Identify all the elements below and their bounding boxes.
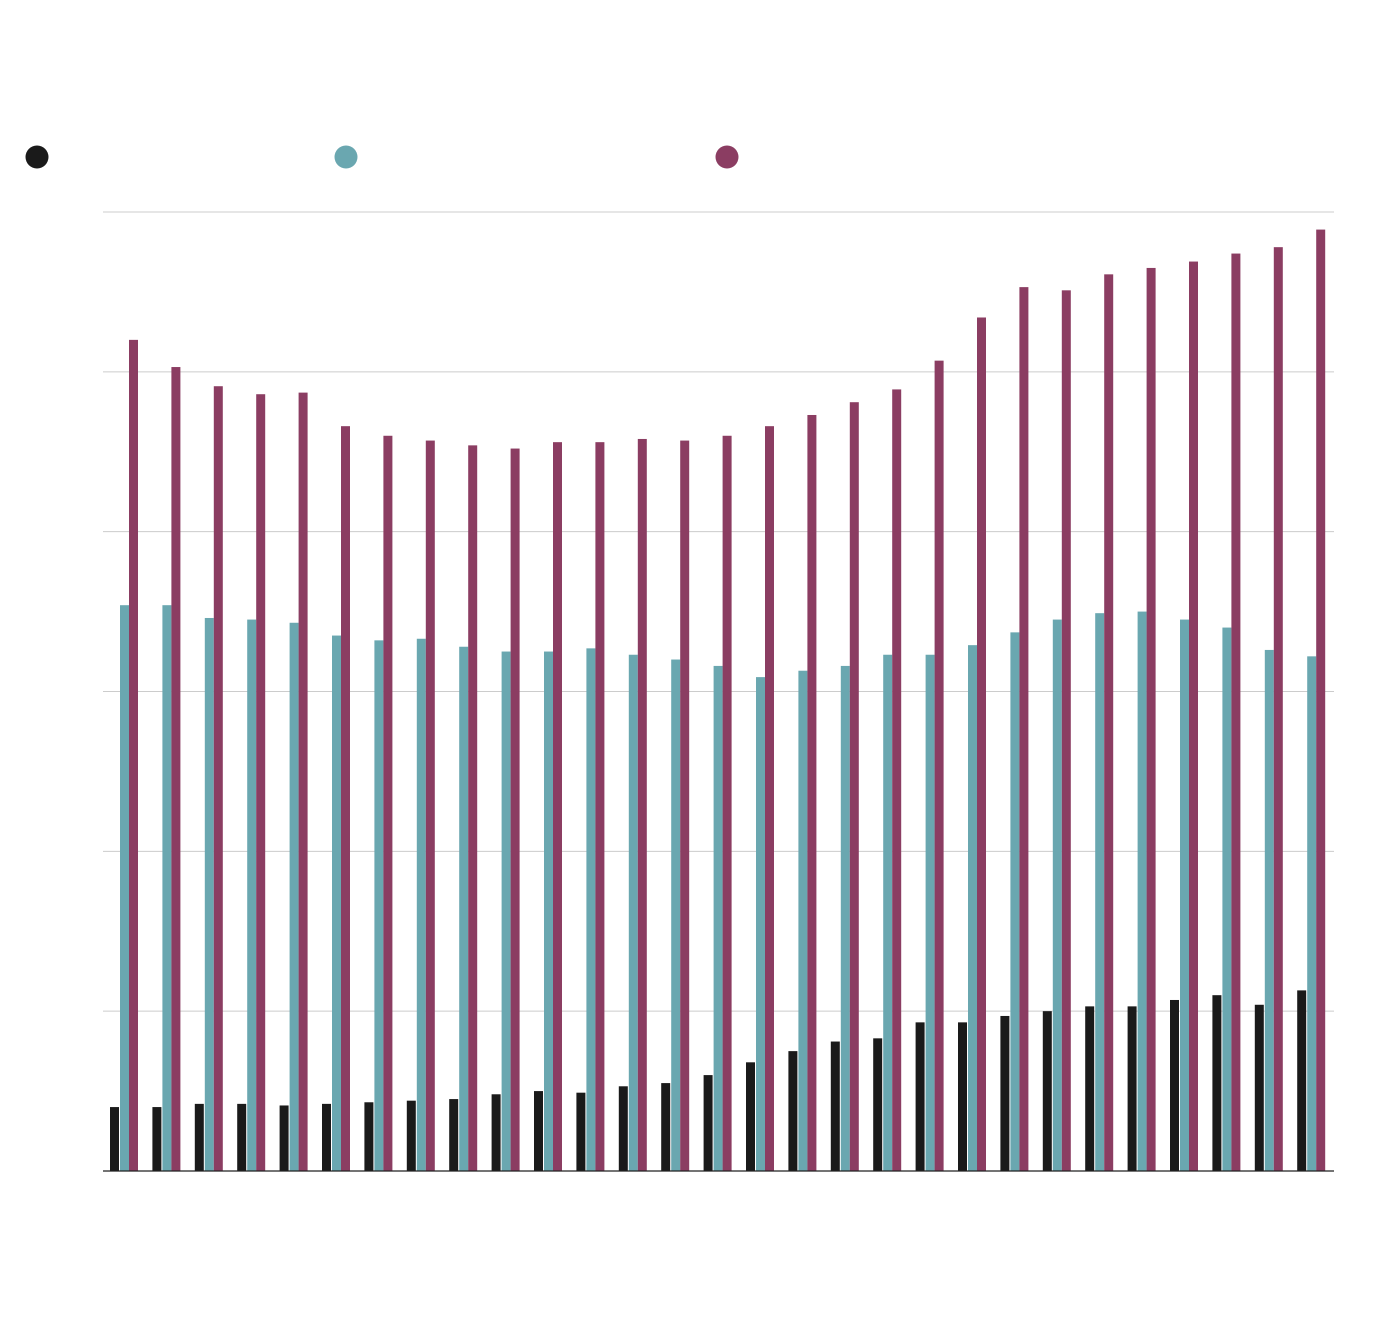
bar [576, 1092, 586, 1171]
bar [1000, 1015, 1010, 1171]
bar [162, 605, 172, 1171]
bar [915, 1022, 925, 1171]
bar [534, 1091, 543, 1171]
bar [1095, 613, 1105, 1171]
bar [840, 665, 850, 1171]
bar [1316, 229, 1326, 1171]
bar [1052, 619, 1062, 1171]
legend-marker [25, 145, 49, 169]
bar [1010, 632, 1020, 1171]
bar [1019, 287, 1029, 1171]
bar [934, 360, 944, 1171]
bar [637, 438, 647, 1171]
bar [449, 1099, 459, 1171]
bar [491, 1094, 501, 1171]
bar [129, 339, 138, 1171]
bar [152, 1107, 162, 1171]
bar [892, 389, 902, 1171]
bar [204, 617, 214, 1171]
bar [1212, 995, 1222, 1171]
bar [544, 651, 553, 1171]
bar [925, 654, 935, 1171]
bar [1189, 261, 1198, 1171]
bar [1085, 1006, 1095, 1171]
bar [1180, 619, 1189, 1171]
bar [1104, 274, 1114, 1172]
bar [1042, 1011, 1052, 1171]
bar [849, 402, 859, 1171]
bar [883, 654, 893, 1171]
bar [459, 646, 469, 1171]
bar [1061, 290, 1071, 1171]
bar [1273, 247, 1283, 1171]
legend [25, 145, 739, 169]
bar [298, 392, 308, 1171]
bar [1127, 1006, 1137, 1171]
bar [746, 1062, 755, 1171]
bar [1231, 253, 1241, 1172]
bar [661, 1083, 671, 1171]
bar [713, 665, 723, 1171]
bar [406, 1100, 416, 1171]
bars [110, 229, 1326, 1172]
bar [807, 414, 817, 1171]
bar [1264, 649, 1274, 1171]
bar [765, 426, 774, 1172]
bar [1297, 990, 1307, 1171]
bar [958, 1022, 967, 1171]
legend-marker [334, 145, 358, 169]
bar [213, 386, 223, 1171]
bar [383, 435, 393, 1171]
bar [110, 1107, 119, 1171]
bar [237, 1103, 247, 1171]
bar [968, 645, 977, 1171]
bar [364, 1102, 374, 1171]
bar [322, 1103, 331, 1171]
bar [1146, 267, 1156, 1172]
bar [553, 442, 562, 1171]
bar [830, 1041, 840, 1171]
bar [341, 426, 350, 1172]
bar [510, 448, 520, 1171]
bar [120, 605, 129, 1171]
bar [756, 677, 765, 1171]
bar [1254, 1004, 1264, 1171]
bar [468, 445, 478, 1171]
bar [279, 1105, 289, 1171]
bar [332, 635, 341, 1171]
bar [194, 1103, 204, 1171]
bar [1307, 656, 1317, 1171]
bar [628, 654, 638, 1171]
bar [680, 440, 690, 1172]
bar [425, 440, 435, 1172]
bar [788, 1051, 798, 1171]
bar [703, 1075, 713, 1171]
bar [171, 367, 181, 1171]
bar [1222, 627, 1232, 1171]
bar [977, 317, 986, 1171]
bar [501, 651, 511, 1171]
bar [798, 670, 808, 1171]
bar [1137, 611, 1147, 1171]
legend-marker [715, 145, 739, 169]
bar [671, 659, 681, 1171]
bar [416, 638, 426, 1171]
bar [618, 1086, 628, 1171]
bar [247, 619, 257, 1171]
bar [256, 394, 266, 1172]
bar [873, 1038, 883, 1171]
bar [722, 435, 732, 1171]
bar [289, 622, 299, 1171]
bar [595, 442, 605, 1171]
bar [586, 648, 596, 1171]
bar [1170, 999, 1179, 1171]
bar [374, 640, 384, 1171]
